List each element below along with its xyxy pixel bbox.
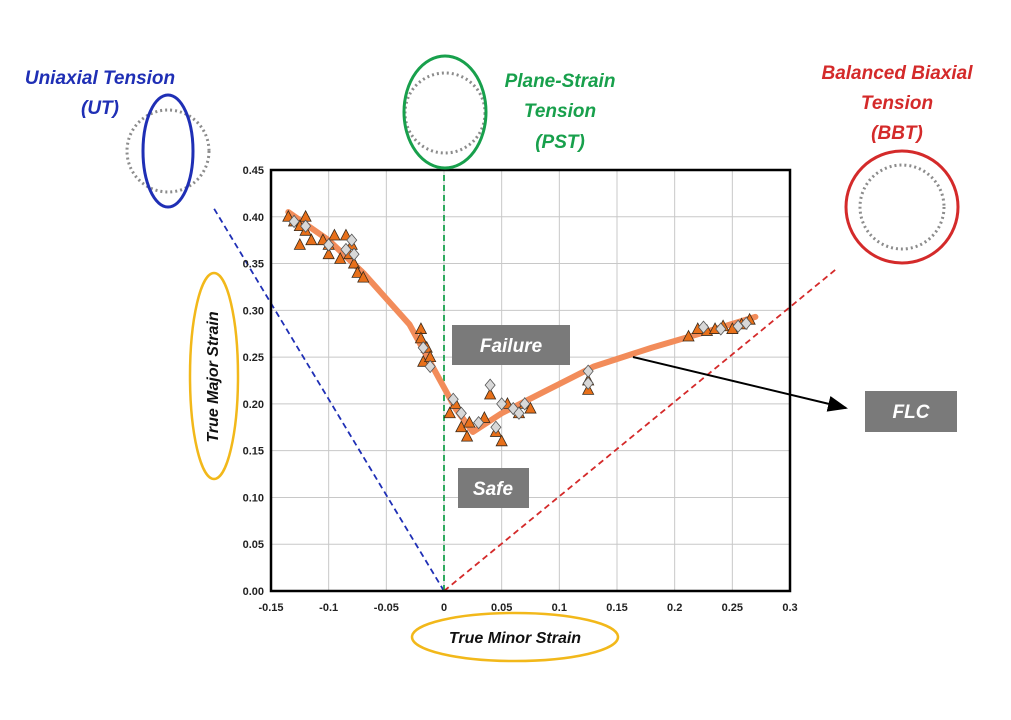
diamond-data-point xyxy=(424,359,436,374)
y-tick-label: 0.40 xyxy=(243,212,264,224)
triangle-data-point xyxy=(495,434,508,447)
diamond-data-point xyxy=(519,397,531,411)
x-tick-label: 0.15 xyxy=(606,602,627,614)
diamond-data-point xyxy=(697,320,710,334)
x-axis-highlight-ellipse xyxy=(410,611,620,663)
diamond-data-point xyxy=(348,247,360,261)
triangle-data-point xyxy=(682,329,695,342)
triangle-data-point xyxy=(293,237,306,250)
pst-title-line2: Tension xyxy=(524,101,596,122)
y-tick-label: 0.00 xyxy=(243,586,264,598)
safe-label-box xyxy=(458,468,529,508)
x-tick-labels: -0.15 -0.1 -0.05 0 0.05 0.1 0.15 0.2 0.25 0.3 xyxy=(258,602,797,614)
pst-initial-circle xyxy=(403,71,487,155)
triangle-data-point xyxy=(351,266,364,278)
y-tick-labels: 0.00 0.05 0.10 0.15 0.20 0.25 0.30 0.35 0.40 0.45 xyxy=(243,165,264,598)
diamond-data-point xyxy=(490,420,502,434)
bbt-initial-circle xyxy=(858,163,946,251)
flc-curve-group xyxy=(285,209,759,435)
triangle-data-point xyxy=(305,233,318,246)
y-tick-label: 0.15 xyxy=(243,446,264,458)
diamond-data-point xyxy=(582,376,594,390)
bbt-deformed-circle xyxy=(844,149,960,265)
diamond-data-point xyxy=(346,233,358,247)
triangle-data-point xyxy=(443,406,456,419)
triangle-data-point xyxy=(334,252,347,264)
flc-curve-line xyxy=(285,209,759,435)
flc-label: FLC xyxy=(893,402,930,423)
x-tick-label: 0.05 xyxy=(491,602,512,614)
plot-grid xyxy=(270,169,791,592)
diamond-data-point xyxy=(496,397,508,411)
plot-frame xyxy=(269,168,792,593)
x-tick-label: 0 xyxy=(441,602,447,614)
reference-lines xyxy=(212,170,837,592)
triangle-data-point xyxy=(322,247,335,260)
diamond-data-point xyxy=(340,242,352,257)
x-tick-label: 0.1 xyxy=(552,602,567,614)
diamond-data-point xyxy=(323,238,335,252)
y-tick-label: 0.45 xyxy=(243,165,264,177)
triangle-data-point xyxy=(357,270,370,283)
y-tick-label: 0.35 xyxy=(243,259,264,271)
triangle-data-point xyxy=(463,415,476,428)
y-tick-label: 0.10 xyxy=(243,492,264,504)
flc-label-box xyxy=(865,391,957,432)
diamond-data-point xyxy=(473,415,485,430)
diamond-data-point xyxy=(484,378,496,392)
ut-title-line2: (UT) xyxy=(81,98,119,119)
data-points xyxy=(282,209,756,447)
triangle-data-point xyxy=(524,401,537,414)
triangle-data-point xyxy=(347,256,361,269)
failure-label: Failure xyxy=(480,336,543,357)
failure-label-box xyxy=(452,325,570,365)
x-tick-label: 0.2 xyxy=(667,602,682,614)
diamond-data-point xyxy=(740,316,752,331)
safe-label: Safe xyxy=(473,479,514,500)
y-tick-label: 0.20 xyxy=(243,399,264,411)
x-tick-label: -0.1 xyxy=(319,602,338,614)
pst-deformed-ellipse xyxy=(402,54,488,170)
pst-title-line1: Plane-Strain xyxy=(505,71,616,92)
ut-initial-circle xyxy=(125,108,211,194)
bbt-title-line2: Tension xyxy=(861,93,933,114)
y-axis-label: True Major Strain xyxy=(205,311,222,443)
triangle-data-point xyxy=(460,429,474,442)
diamond-data-point xyxy=(288,214,300,229)
triangle-data-point xyxy=(328,228,341,241)
bbt-title-line3: (BBT) xyxy=(871,123,923,144)
reference-line-uniaxial-tension xyxy=(212,206,445,592)
ut-title-line1: Uniaxial Tension xyxy=(25,68,175,89)
y-tick-label: 0.25 xyxy=(243,352,264,364)
diamond-data-point xyxy=(300,219,312,233)
y-axis-highlight-ellipse xyxy=(188,271,240,481)
ut-deformed-ellipse xyxy=(141,93,195,209)
y-tick-label: 0.30 xyxy=(243,305,264,317)
triangle-data-point xyxy=(414,331,428,344)
reference-line-balanced-biaxial-tension xyxy=(443,268,837,592)
x-axis-label: True Minor Strain xyxy=(449,630,581,647)
diamond-data-point xyxy=(513,406,525,420)
bbt-title-line1: Balanced Biaxial xyxy=(821,63,973,84)
diamond-data-point xyxy=(715,322,727,336)
flc-pointer-arrow xyxy=(632,356,848,412)
x-tick-label: 0.3 xyxy=(782,602,797,614)
diamond-data-point xyxy=(455,406,467,420)
pst-title-line3: (PST) xyxy=(535,132,585,153)
y-tick-label: 0.05 xyxy=(243,539,264,551)
x-tick-label: 0.25 xyxy=(722,602,743,614)
diamond-data-point xyxy=(417,341,429,355)
triangle-data-point xyxy=(483,387,497,400)
diamond-data-point xyxy=(447,392,459,406)
x-tick-label: -0.05 xyxy=(374,602,399,614)
x-tick-label: -0.15 xyxy=(258,602,283,614)
